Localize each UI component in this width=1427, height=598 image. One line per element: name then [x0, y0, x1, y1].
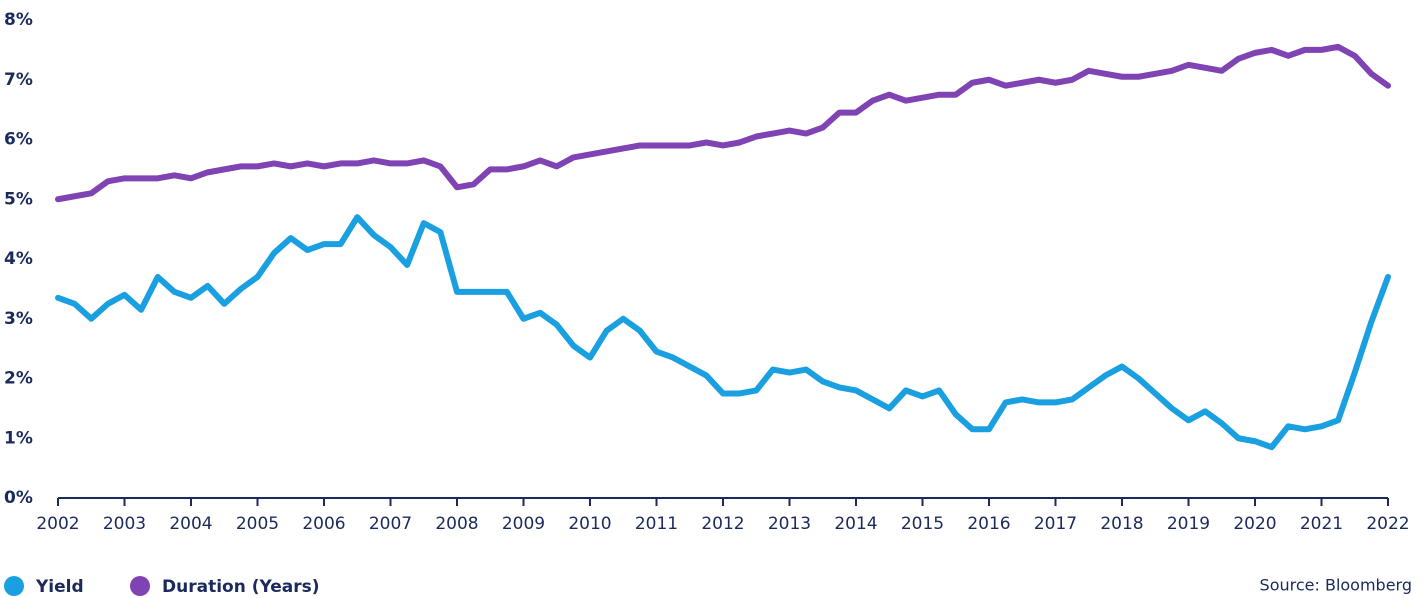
y-tick-label: 1%	[4, 428, 33, 448]
x-tick-label: 2011	[635, 514, 678, 534]
y-tick-label: 4%	[4, 249, 33, 269]
y-tick-label: 5%	[4, 189, 33, 209]
x-tick-label: 2010	[568, 514, 611, 534]
y-tick-label: 2%	[4, 369, 33, 389]
legend-label: Duration (Years)	[162, 577, 320, 597]
x-tick-label: 2016	[967, 514, 1010, 534]
y-tick-label: 8%	[4, 10, 33, 30]
series-line	[55, 43, 1391, 203]
x-tick-label: 2022	[1366, 514, 1409, 534]
x-tick-label: 2003	[103, 514, 146, 534]
x-tick-label: 2020	[1233, 514, 1276, 534]
x-tick-label: 2014	[834, 514, 877, 534]
x-tick-label: 2021	[1300, 514, 1343, 534]
x-tick-label: 2006	[302, 514, 345, 534]
y-tick-label: 7%	[4, 70, 33, 90]
y-tick-label: 0%	[4, 488, 33, 508]
x-tick-label: 2009	[502, 514, 545, 534]
x-tick-label: 2007	[369, 514, 412, 534]
y-tick-label: 6%	[4, 130, 33, 150]
y-tick-label: 3%	[4, 309, 33, 329]
x-tick-label: 2015	[901, 514, 944, 534]
x-tick-label: 2013	[768, 514, 811, 534]
x-tick-label: 2002	[36, 514, 79, 534]
x-tick-label: 2012	[701, 514, 744, 534]
x-tick-label: 2019	[1167, 514, 1210, 534]
x-tick-label: 2018	[1100, 514, 1143, 534]
legend-label: Yield	[35, 577, 84, 597]
x-tick-label: 2008	[435, 514, 478, 534]
x-tick-label: 2004	[169, 514, 212, 534]
x-tick-label: 2005	[236, 514, 279, 534]
series-line	[55, 214, 1391, 451]
source-note: Source: Bloomberg	[1260, 576, 1412, 595]
x-tick-label: 2017	[1034, 514, 1077, 534]
legend-swatch	[4, 576, 24, 596]
legend-swatch	[130, 576, 150, 596]
